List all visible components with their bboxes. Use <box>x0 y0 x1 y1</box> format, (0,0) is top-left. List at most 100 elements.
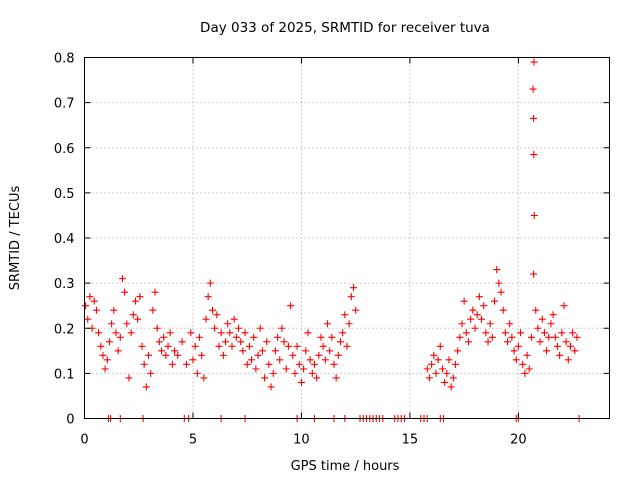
data-point <box>200 374 208 382</box>
data-point <box>295 360 303 368</box>
data-point <box>202 315 210 323</box>
data-point <box>569 329 577 337</box>
x-axis-ticks: 0 5 10 15 20 <box>80 57 527 448</box>
data-point <box>339 329 347 337</box>
data-point <box>278 324 286 332</box>
data-point <box>332 374 340 382</box>
data-point <box>138 342 146 350</box>
data-point <box>530 151 538 159</box>
data-point <box>162 351 170 359</box>
data-point <box>158 347 166 355</box>
data-point <box>208 306 216 314</box>
data-point <box>178 338 186 346</box>
data-point <box>454 347 462 355</box>
data-point <box>263 338 271 346</box>
data-point <box>306 356 314 364</box>
data-point <box>287 302 295 310</box>
data-point <box>532 306 540 314</box>
data-point <box>155 338 163 346</box>
y-tick-label: 0.3 <box>54 277 75 292</box>
data-point <box>265 360 273 368</box>
data-point <box>475 293 483 301</box>
data-point <box>464 338 472 346</box>
data-point <box>282 365 290 373</box>
data-point <box>473 311 481 319</box>
data-point <box>254 351 262 359</box>
y-tick-label: 0.4 <box>54 232 75 247</box>
data-point <box>460 297 468 305</box>
data-point <box>538 315 546 323</box>
data-point <box>90 297 98 305</box>
data-point <box>241 329 249 337</box>
y-axis-label: SRMTID / TECUs <box>8 186 23 291</box>
data-point <box>334 351 342 359</box>
data-point <box>497 288 505 296</box>
data-point <box>551 333 559 341</box>
data-point <box>198 351 206 359</box>
data-point <box>92 306 100 314</box>
data-point <box>289 351 297 359</box>
data-point <box>564 356 572 364</box>
grid-lines <box>84 57 610 419</box>
y-tick-label: 0.2 <box>54 322 75 337</box>
data-point <box>534 324 542 332</box>
data-point <box>443 369 451 377</box>
data-point <box>224 320 232 328</box>
data-point <box>540 329 548 337</box>
chart-title: Day 033 of 2025, SRMTID for receiver tuv… <box>200 20 490 36</box>
data-point <box>328 333 336 341</box>
data-point <box>482 329 490 337</box>
data-point <box>547 320 555 328</box>
data-point <box>147 369 155 377</box>
y-tick-label: 0.1 <box>54 367 75 382</box>
data-point <box>95 329 103 337</box>
data-point <box>269 369 277 377</box>
data-point <box>529 85 537 93</box>
data-point <box>543 347 551 355</box>
data-point <box>352 306 360 314</box>
data-point <box>110 306 118 314</box>
data-point <box>271 347 279 355</box>
data-point <box>341 311 349 319</box>
data-point <box>153 324 161 332</box>
data-point <box>425 374 433 382</box>
y-tick-label: 0.6 <box>54 142 75 157</box>
data-point <box>336 338 344 346</box>
data-point <box>134 315 142 323</box>
data-point <box>536 338 544 346</box>
data-point <box>517 329 525 337</box>
data-point <box>166 329 174 337</box>
data-point <box>488 333 496 341</box>
data-point <box>261 374 269 382</box>
data-point <box>151 288 159 296</box>
data-point <box>436 342 444 350</box>
y-tick-label: 0.8 <box>54 52 75 67</box>
data-point <box>189 356 197 364</box>
data-point <box>428 360 436 368</box>
x-tick-label: 0 <box>80 433 88 448</box>
data-point <box>423 365 431 373</box>
plot-frame <box>84 57 610 419</box>
data-point <box>114 347 122 355</box>
data-point <box>323 320 331 328</box>
data-point <box>121 288 129 296</box>
x-tick-label: 20 <box>510 433 527 448</box>
data-point <box>142 383 150 391</box>
data-point <box>545 333 553 341</box>
data-point <box>228 342 236 350</box>
data-point <box>434 356 442 364</box>
data-point <box>131 297 139 305</box>
data-point <box>129 311 137 319</box>
data-point <box>449 374 457 382</box>
data-point <box>136 293 144 301</box>
data-point <box>556 351 564 359</box>
data-point <box>245 342 253 350</box>
data-point <box>566 342 574 350</box>
data-point <box>319 342 327 350</box>
data-point <box>243 360 251 368</box>
data-point <box>280 338 288 346</box>
data-point <box>252 365 260 373</box>
data-point <box>160 333 168 341</box>
y-tick-label: 0 <box>66 413 74 428</box>
data-point <box>438 365 446 373</box>
